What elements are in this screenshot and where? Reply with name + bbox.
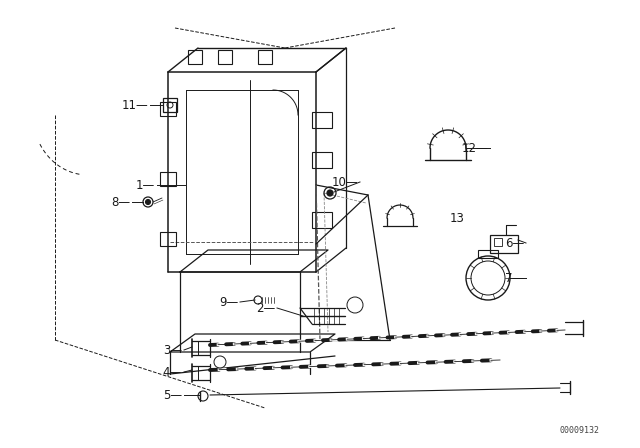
Text: 13: 13 bbox=[450, 211, 465, 224]
Bar bbox=[160, 172, 176, 186]
Text: 7—: 7— bbox=[505, 271, 524, 284]
Text: 8—: 8— bbox=[111, 195, 130, 208]
Bar bbox=[160, 102, 176, 116]
Bar bbox=[188, 50, 202, 64]
Circle shape bbox=[145, 199, 150, 204]
Bar bbox=[494, 238, 502, 246]
Bar bbox=[163, 98, 177, 112]
Text: 11—: 11— bbox=[121, 99, 148, 112]
Bar bbox=[218, 50, 232, 64]
Text: 9—: 9— bbox=[219, 296, 238, 309]
Text: 5—: 5— bbox=[163, 388, 182, 401]
Circle shape bbox=[327, 190, 333, 196]
Bar bbox=[258, 50, 272, 64]
Bar bbox=[312, 212, 332, 228]
Text: 10—: 10— bbox=[332, 176, 358, 189]
Bar bbox=[490, 235, 518, 253]
Text: 2—: 2— bbox=[256, 302, 275, 314]
Text: 6—: 6— bbox=[505, 237, 524, 250]
Bar bbox=[478, 250, 498, 258]
Bar bbox=[160, 232, 176, 246]
Bar bbox=[312, 112, 332, 128]
Text: 3—: 3— bbox=[163, 344, 182, 357]
Text: 12—: 12— bbox=[461, 142, 488, 155]
Text: 4—: 4— bbox=[163, 366, 182, 379]
Text: 00009132: 00009132 bbox=[560, 426, 600, 435]
Text: 1—: 1— bbox=[136, 178, 155, 191]
Bar bbox=[312, 152, 332, 168]
